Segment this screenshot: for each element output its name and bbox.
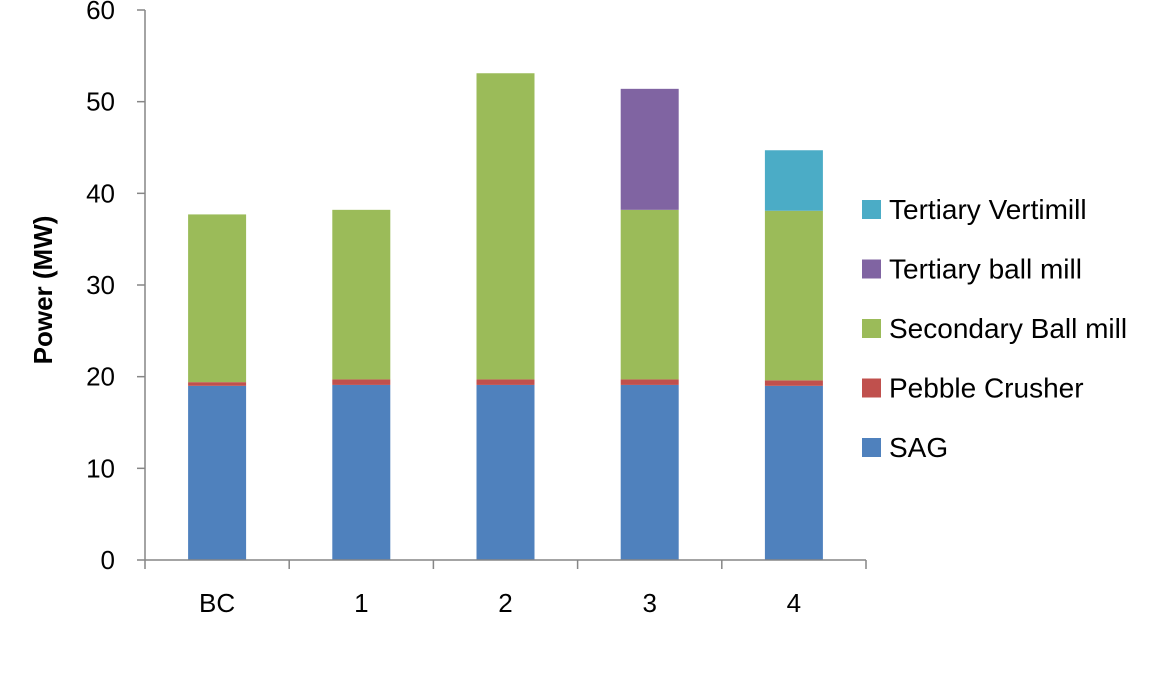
bar-segment-secondary-ball-mill [332,209,391,380]
bar-segment-tertiary-vertimill [764,150,823,211]
bar-segment-pebble-crusher [620,379,679,385]
bar-segment-secondary-ball-mill [188,214,247,383]
legend-label: Tertiary Vertimill [889,194,1087,225]
legend-label: Tertiary ball mill [889,254,1082,285]
legend-swatch [862,200,881,219]
bar-segment-pebble-crusher [764,380,823,386]
x-tick-label: 3 [642,588,656,618]
bar-segment-pebble-crusher [188,382,247,386]
bar-segment-secondary-ball-mill [476,73,535,380]
bar-segment-secondary-ball-mill [764,210,823,381]
y-tick-label: 50 [86,87,115,117]
x-ticks-group: BC 1 2 3 4 [144,560,867,618]
bar-segment-sag [332,384,391,560]
legend-label: SAG [889,432,948,463]
legend: Tertiary Vertimill Tertiary ball mill Seco… [862,194,1127,463]
x-tick-label: 1 [354,588,368,618]
x-tick-label: 2 [498,588,512,618]
bar-segment-sag [476,384,535,560]
y-tick-label: 40 [86,178,115,208]
bar-segment-pebble-crusher [332,379,391,385]
legend-swatch [862,378,881,398]
legend-swatch [862,259,881,279]
legend-swatch [862,438,881,457]
bar-segment-sag [764,385,823,560]
bar-segment-secondary-ball-mill [620,209,679,380]
x-tick-label: 4 [787,588,801,618]
bar-segment-pebble-crusher [476,379,535,385]
legend-swatch [862,319,881,338]
y-tick-label: 20 [86,362,115,392]
legend-label: Secondary Ball mill [889,313,1127,344]
bar-segment-sag [620,384,679,560]
y-axis-title: Power (MW) [28,216,58,365]
y-tick-label: 0 [101,545,115,575]
y-ticks-group: 0 10 20 30 40 50 60 [86,0,145,575]
y-tick-label: 30 [86,270,115,300]
bar-segment-sag [188,385,247,560]
y-tick-label: 10 [86,453,115,483]
x-tick-label: BC [199,588,235,618]
bars-group [188,73,823,560]
legend-label: Pebble Crusher [889,373,1084,404]
y-tick-label: 60 [86,0,115,25]
bar-segment-tertiary-ball-mill [620,88,679,210]
